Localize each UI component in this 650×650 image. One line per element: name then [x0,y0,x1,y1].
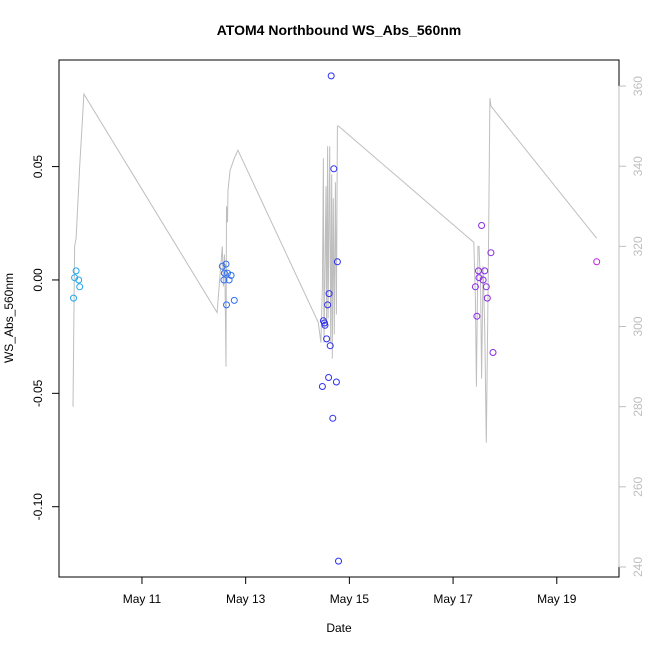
chart-title: ATOM4 Northbound WS_Abs_560nm [217,22,462,38]
y-tick-label: 0.05 [31,155,45,179]
data-point [324,301,332,309]
data-point [481,267,489,275]
y2-tick-label: 320 [631,236,645,256]
secondary-line-layer [72,92,598,443]
y2-tick-label: 240 [631,557,645,577]
data-point [475,267,482,275]
y2-tick-label: 300 [631,316,645,336]
x-tick-label: May 17 [433,592,473,606]
data-point [329,414,337,422]
data-point [75,276,83,284]
plot-frame [58,59,620,578]
data-point [478,222,486,229]
data-point [227,271,235,279]
data-point [230,296,238,304]
data-point [225,276,233,284]
y2-tick-label: 360 [631,76,645,96]
data-point [593,258,601,266]
data-point [325,374,333,381]
x-tick-label: May 15 [330,592,370,606]
data-point [335,557,342,565]
x-tick-label: May 13 [226,592,266,606]
data-point [333,258,341,266]
x-tick-label: May 19 [537,592,577,606]
data-point [321,321,329,329]
y2-tick-label: 280 [631,396,645,416]
y2-tick-label: 340 [631,156,645,176]
data-point [70,294,77,302]
data-point [72,267,80,275]
data-point [222,260,230,268]
data-point [483,294,491,302]
data-point [473,312,481,320]
data-point [475,274,483,282]
data-point [220,269,228,277]
data-point [482,283,490,291]
data-point [76,283,84,291]
x-tick-label: May 11 [123,592,162,606]
scatter-points-layer [70,72,601,565]
y-axis-left: 0.05 0.00 -0.05 -0.10 [31,155,60,521]
data-point [330,165,338,173]
x-axis-label: Date [326,621,352,635]
data-point [223,301,230,309]
x-axis: May 11 May 13 May 15 May 17 May 19 [123,576,577,606]
data-point [489,349,497,356]
y-tick-label: -0.10 [31,493,45,521]
data-point [323,335,331,343]
y-axis-label: WS_Abs_560nm [2,273,16,363]
y-tick-label: -0.05 [31,379,45,407]
data-point [326,342,334,350]
data-point [332,378,340,386]
y-axis-right: 360 340 320 300 280 260 240 [618,76,645,577]
data-point [318,383,326,390]
data-point [327,72,335,80]
data-point [220,276,228,284]
data-point [71,274,79,282]
secondary-series-line [72,92,598,443]
data-point [479,276,487,284]
y-tick-label: 0.00 [31,268,45,292]
y2-tick-label: 260 [631,476,645,496]
data-point [218,262,226,270]
data-point [471,283,479,291]
data-point [224,269,231,277]
data-point [325,290,333,298]
data-point [487,249,495,257]
